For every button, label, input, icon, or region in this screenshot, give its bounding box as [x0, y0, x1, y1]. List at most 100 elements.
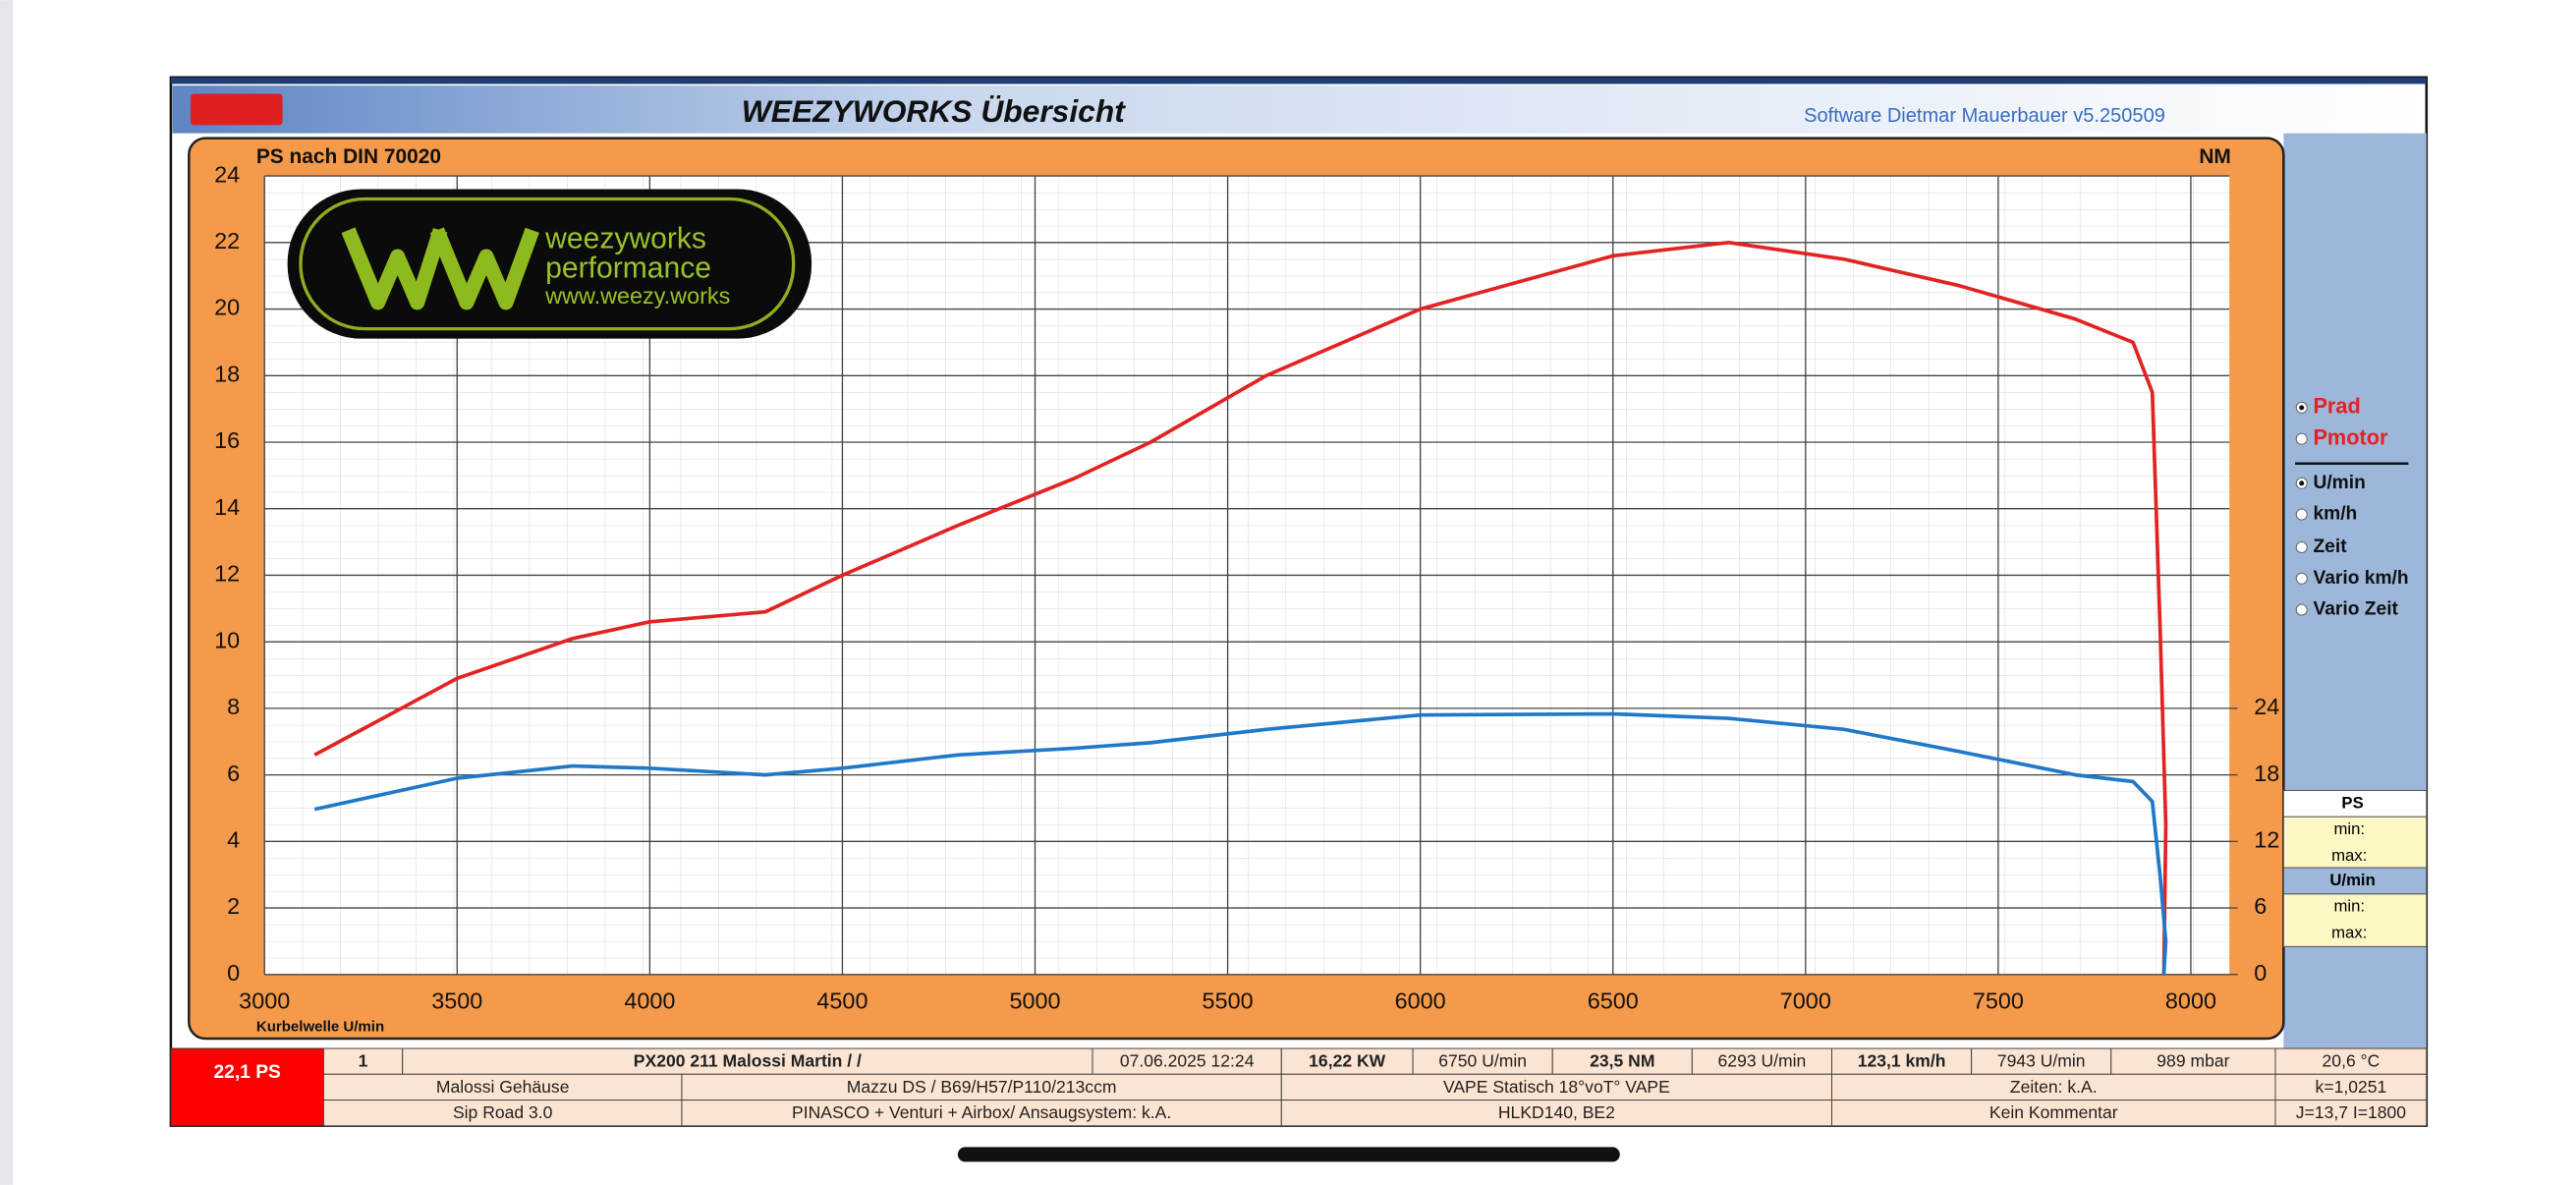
y-tick-label: 16	[214, 427, 240, 453]
radio[interactable]	[2295, 508, 2308, 521]
table-cell	[1691, 1047, 1832, 1075]
table-cell	[1092, 1047, 1282, 1075]
x-tick-label: 4000	[624, 988, 675, 1013]
x-tick-label: 6000	[1395, 988, 1446, 1013]
y-tick-label: 22	[214, 228, 240, 254]
table-cell	[322, 1073, 683, 1101]
table-cell	[322, 1047, 404, 1075]
option-label[interactable]: Vario Zeit	[2313, 599, 2398, 620]
logo-text: weezyworks	[544, 222, 706, 254]
option-label[interactable]: km/h	[2313, 504, 2357, 525]
y2-label: NM	[2199, 145, 2231, 168]
table-text: 23,5 NM	[1590, 1051, 1654, 1071]
y2-tick-label: 6	[2254, 893, 2267, 919]
option-label[interactable]: U/min	[2313, 473, 2365, 493]
ps-head-bg	[2282, 789, 2428, 818]
rpm-head: U/min	[2329, 871, 2375, 889]
table-text: J=13,7 I=1800	[2296, 1102, 2406, 1122]
table-text: PX200 211 Malossi Martin / /	[634, 1051, 862, 1071]
table-text: 7943 U/min	[1997, 1051, 2086, 1071]
y-tick-label: 4	[227, 827, 240, 853]
table-text: 16,22 KW	[1309, 1051, 1385, 1071]
options: Prad Pmotor U/min km/h Zeit Vario km/h Vario Z…	[2295, 394, 2409, 620]
logo-mark	[341, 227, 539, 310]
y2-tick-label: 0	[2254, 960, 2267, 986]
table-cell	[322, 1100, 683, 1127]
radio[interactable]	[2295, 432, 2308, 445]
table-cell	[2274, 1073, 2428, 1101]
x-tick-label: 7500	[1973, 988, 2024, 1013]
x-tick-label: 5000	[1009, 988, 1060, 1013]
home-indicator	[957, 1147, 1620, 1162]
option-label[interactable]: Vario km/h	[2313, 568, 2408, 589]
table-cell	[1971, 1047, 2112, 1075]
table-cell	[1280, 1100, 1832, 1127]
top-bar	[170, 77, 2427, 85]
radio[interactable]	[2295, 540, 2308, 554]
y2-tick-label: 12	[2254, 827, 2279, 853]
lines	[313, 240, 2168, 975]
table-text: Sip Road 3.0	[453, 1102, 553, 1122]
series-line	[313, 240, 2168, 975]
rpm-min: min:	[2333, 897, 2365, 916]
table-text: Mazzu DS / B69/H57/P110/213ccm	[847, 1077, 1117, 1097]
title: WEEZYWORKS Übersicht	[742, 93, 1126, 129]
info-table: 22,1 PS 1 PX200 211 Malossi Martin / / 07.0…	[170, 1047, 2428, 1127]
rpm-bg	[2282, 893, 2428, 947]
table-cell	[681, 1073, 1282, 1101]
x-tick-label: 5500	[1203, 988, 1254, 1013]
table-cell	[1830, 1073, 2276, 1101]
y-tick-label: 14	[214, 494, 240, 520]
option-label[interactable]: Zeit	[2313, 536, 2347, 557]
x-tick-label: 6500	[1588, 988, 1639, 1013]
option-label[interactable]: Pmotor	[2313, 424, 2388, 449]
y-tick-label: 12	[214, 561, 240, 587]
table-cell	[1412, 1047, 1553, 1075]
table-cell	[1280, 1047, 1414, 1075]
y2-tick-label: 24	[2254, 694, 2279, 719]
y-tick-label: 0	[227, 960, 240, 986]
table-text: 989 mbar	[2156, 1051, 2229, 1071]
ps-bg	[2282, 816, 2428, 869]
logo: weezyworks performance www.weezy.works	[287, 189, 812, 339]
x-tick-label: 3000	[239, 988, 290, 1013]
option-label[interactable]: Prad	[2313, 394, 2360, 419]
y-tick-label: 18	[214, 361, 240, 386]
edge	[0, 0, 14, 1185]
table-text: 6293 U/min	[1718, 1051, 1807, 1071]
table-cell	[1551, 1047, 1693, 1075]
table-text: k=1,0251	[2316, 1077, 2387, 1097]
table-text: 1	[359, 1051, 368, 1071]
peak-cell	[170, 1047, 324, 1127]
table-cell	[2274, 1100, 2428, 1127]
radio-dot	[2299, 405, 2305, 411]
peak-value: 22,1 PS	[213, 1062, 281, 1083]
x-tick-label: 8000	[2165, 988, 2216, 1013]
brand-logo	[190, 93, 283, 126]
table-text: 123,1 km/h	[1858, 1051, 1946, 1071]
logo-ring	[299, 197, 796, 331]
y-label: PS nach DIN 70020	[256, 145, 441, 168]
logo-text: www.weezy.works	[544, 283, 730, 309]
header	[172, 85, 2426, 134]
ps-max: max:	[2331, 846, 2367, 865]
y-tick-label: 8	[227, 694, 240, 719]
y-tick-label: 2	[227, 893, 240, 919]
table-text: 20,6 °C	[2323, 1051, 2380, 1071]
series-line	[313, 711, 2168, 975]
y-tick-label: 20	[214, 295, 240, 320]
x-tick-label: 3500	[431, 988, 482, 1013]
ps-head: PS	[2341, 793, 2363, 812]
radio[interactable]	[2295, 603, 2308, 616]
table-cell	[2274, 1047, 2428, 1075]
y-tick-label: 24	[214, 161, 240, 187]
table-text: VAPE Statisch 18°voT° VAPE	[1443, 1077, 1670, 1097]
table-text: 07.06.2025 12:24	[1120, 1051, 1255, 1071]
table-text: Kein Kommentar	[1989, 1102, 2118, 1122]
y2-tick-label: 18	[2254, 761, 2279, 786]
y-tick-label: 10	[214, 627, 240, 652]
table-text: 6750 U/min	[1438, 1051, 1527, 1071]
radio[interactable]	[2295, 572, 2308, 585]
table-cell	[402, 1047, 1093, 1075]
